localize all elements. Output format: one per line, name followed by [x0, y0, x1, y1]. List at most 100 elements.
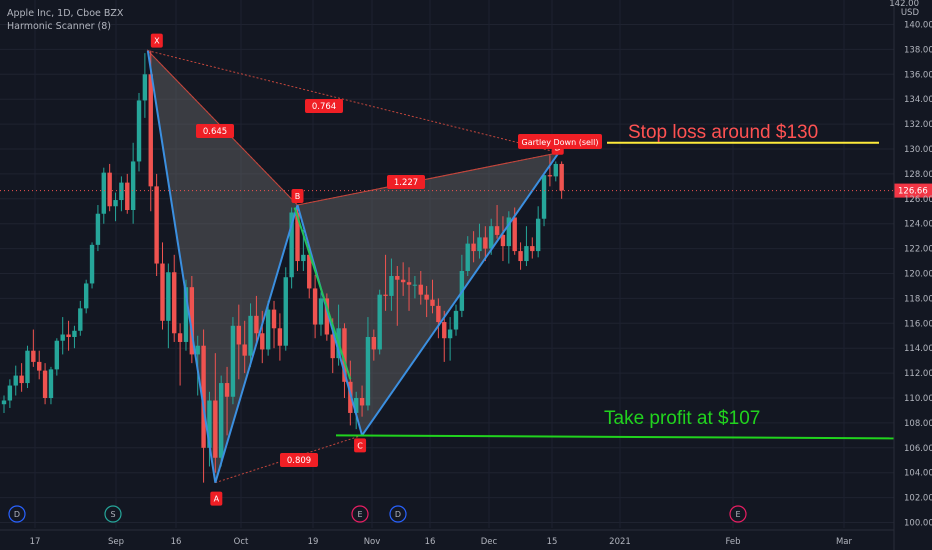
y-tick-label: 104.00 — [904, 469, 932, 479]
candle-body — [465, 243, 470, 272]
candle-body — [213, 400, 218, 458]
event-marker-label: E — [735, 510, 740, 519]
candle-body — [248, 315, 253, 356]
grid — [0, 0, 894, 528]
candle-body — [7, 385, 13, 401]
take-profit-line[interactable] — [335, 434, 895, 440]
candle-body — [365, 336, 371, 406]
ratio-xd — [305, 99, 343, 113]
candle-body — [395, 275, 400, 280]
event-marker-split[interactable] — [104, 505, 122, 523]
currency-label: 142.00 USD — [889, 0, 919, 18]
candle-body — [19, 375, 24, 384]
candle-body — [535, 218, 541, 252]
zigzag-leg — [361, 152, 560, 436]
candle-body — [254, 315, 259, 334]
candle-body — [483, 237, 488, 249]
candle-body — [547, 175, 553, 177]
pattern-name-tag — [518, 134, 602, 149]
candle-body — [489, 226, 494, 249]
candle-body — [95, 213, 101, 245]
candle-body — [218, 383, 224, 458]
candle-body — [389, 275, 394, 296]
ratio-bd — [387, 175, 425, 189]
candle-body — [48, 369, 54, 398]
pattern-point-label: A — [214, 495, 220, 504]
candle-body — [371, 336, 377, 350]
y-tick-label: 134.00 — [904, 95, 932, 105]
ratio-line-bd — [297, 152, 559, 206]
event-marker-label: E — [357, 510, 362, 519]
currency-code: USD — [900, 8, 919, 18]
candle-body — [324, 298, 330, 335]
y-tick-label: 114.00 — [904, 344, 932, 354]
stop-loss-text: Stop loss around $130 — [628, 122, 818, 143]
candle-body — [518, 251, 523, 262]
candle-body — [207, 400, 212, 448]
candle-body — [424, 294, 429, 300]
x-tick-label: 17 — [30, 537, 41, 547]
candle-body — [224, 383, 230, 397]
y-tick-label: 120.00 — [904, 270, 932, 280]
candle-body — [89, 244, 95, 284]
y-tick-label: 100.00 — [904, 519, 932, 529]
candle-body — [1, 400, 7, 405]
candle-body — [183, 287, 189, 342]
candle-body — [283, 277, 288, 346]
event-marker-label: D — [395, 510, 401, 519]
candle-body — [142, 74, 148, 101]
event-marker-label: S — [110, 510, 115, 519]
candle-body — [430, 299, 435, 306]
x-tick-label: Oct — [234, 537, 249, 547]
candle-body — [559, 163, 564, 191]
candle-body — [242, 344, 247, 356]
candle-body — [330, 334, 335, 359]
y-tick-label: 108.00 — [904, 419, 932, 429]
candle-body — [418, 284, 423, 295]
indicator-label[interactable]: Harmonic Scanner (8) — [7, 21, 112, 32]
candle-body — [271, 309, 277, 329]
candle-body — [25, 350, 30, 384]
candle-body — [359, 398, 365, 406]
candle-body — [553, 163, 558, 177]
x-tick-label: 16 — [425, 537, 436, 547]
candle-body — [230, 325, 236, 397]
candle-body — [289, 212, 294, 278]
candle-body — [172, 272, 177, 334]
x-tick-label: Dec — [481, 537, 498, 547]
pattern-point-c — [354, 438, 367, 453]
candle-body — [195, 345, 200, 355]
event-marker-earnings[interactable] — [729, 505, 747, 523]
candle-body — [477, 237, 482, 252]
candle-body — [301, 254, 306, 262]
candle-body — [177, 333, 183, 342]
candle-body — [260, 333, 265, 350]
event-marker-earnings[interactable] — [351, 505, 369, 523]
y-tick-label: 132.00 — [904, 120, 932, 130]
take-profit-text: Take profit at $107 — [604, 408, 760, 429]
pattern-point-label: B — [295, 192, 301, 201]
candle-body — [113, 200, 118, 207]
y-tick-label: 136.00 — [904, 70, 932, 80]
candle-body — [60, 334, 65, 341]
candle-body — [377, 294, 382, 350]
candle-body — [512, 217, 517, 252]
event-marker-dividend[interactable] — [389, 505, 407, 523]
ratio-ac-text: 0.809 — [287, 456, 311, 466]
candle-body — [148, 74, 153, 187]
ratio-line-xd — [147, 50, 559, 154]
candle-body — [107, 172, 112, 207]
candle-body — [37, 361, 42, 371]
y-tick-label: 118.00 — [904, 294, 932, 304]
event-marker-dividend[interactable] — [8, 505, 26, 523]
candle-body — [277, 328, 283, 346]
candle-body — [189, 287, 195, 355]
candle-body — [307, 254, 312, 289]
event-marker-label: D — [14, 510, 20, 519]
candle-body — [31, 350, 36, 362]
candle-body — [471, 243, 476, 252]
y-tick-label: 138.00 — [904, 45, 932, 55]
